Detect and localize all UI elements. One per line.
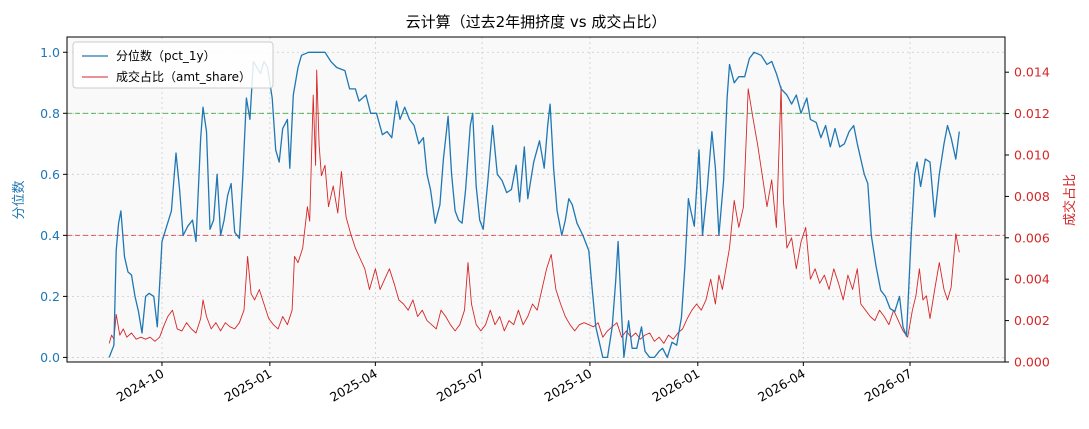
series-line-amt xyxy=(108,69,960,344)
y-left-tick-label: 0.2 xyxy=(40,289,60,304)
series-lines xyxy=(108,51,960,359)
x-tick-label: 2026-04 xyxy=(755,366,808,405)
y-right-tick-label: 0.014 xyxy=(1014,65,1050,80)
y-right-tick-label: 0.004 xyxy=(1014,272,1050,287)
x-tick-label: 2026-01 xyxy=(650,366,703,405)
x-tick-label: 2025-07 xyxy=(434,366,487,405)
y-axis-left: 0.0 0.2 0.4 0.6 0.8 1.0 xyxy=(40,45,67,365)
x-axis: 2024-10 2025-01 2025-04 2025-07 2025-10 2026-… xyxy=(114,362,915,405)
x-tick-label: 2025-04 xyxy=(327,366,380,405)
y-right-tick-label: 0.010 xyxy=(1014,147,1050,162)
chart-title: 云计算（过去2年拥挤度 vs 成交占比） xyxy=(406,13,667,31)
y-left-tick-label: 0.0 xyxy=(40,350,60,365)
series-line-pct xyxy=(108,51,960,359)
y-right-tick-label: 0.006 xyxy=(1014,230,1050,245)
y-axis-left-label: 分位数 xyxy=(12,180,27,219)
x-tick-label: 2026-07 xyxy=(862,366,915,405)
y-left-tick-label: 1.0 xyxy=(40,45,60,60)
y-right-tick-label: 0.012 xyxy=(1014,106,1050,121)
reference-lines xyxy=(67,112,1005,236)
x-tick-label: 2025-10 xyxy=(542,366,595,405)
y-axis-right-label: 成交占比 xyxy=(1062,174,1078,226)
x-tick-label: 2024-10 xyxy=(114,366,167,405)
y-left-tick-label: 0.4 xyxy=(40,228,60,243)
plot-background xyxy=(67,37,1005,362)
x-tick-label: 2025-01 xyxy=(222,366,275,405)
y-left-tick-label: 0.8 xyxy=(40,106,60,121)
y-right-tick-label: 0.002 xyxy=(1014,313,1050,328)
legend-label-pct: 分位数（pct_1y） xyxy=(116,48,216,63)
plot-frame xyxy=(66,36,1006,363)
legend-box xyxy=(72,41,274,89)
legend-label-amt: 成交占比（amt_share） xyxy=(116,69,251,84)
y-right-tick-label: 0.000 xyxy=(1014,355,1050,370)
y-right-tick-label: 0.008 xyxy=(1014,189,1050,204)
y-axis-right: 0.000 0.002 0.004 0.006 0.008 0.010 0.012 0.014 xyxy=(1005,65,1050,370)
y-left-tick-label: 0.6 xyxy=(40,167,60,182)
legend: 分位数（pct_1y） 成交占比（amt_share） xyxy=(72,41,274,89)
